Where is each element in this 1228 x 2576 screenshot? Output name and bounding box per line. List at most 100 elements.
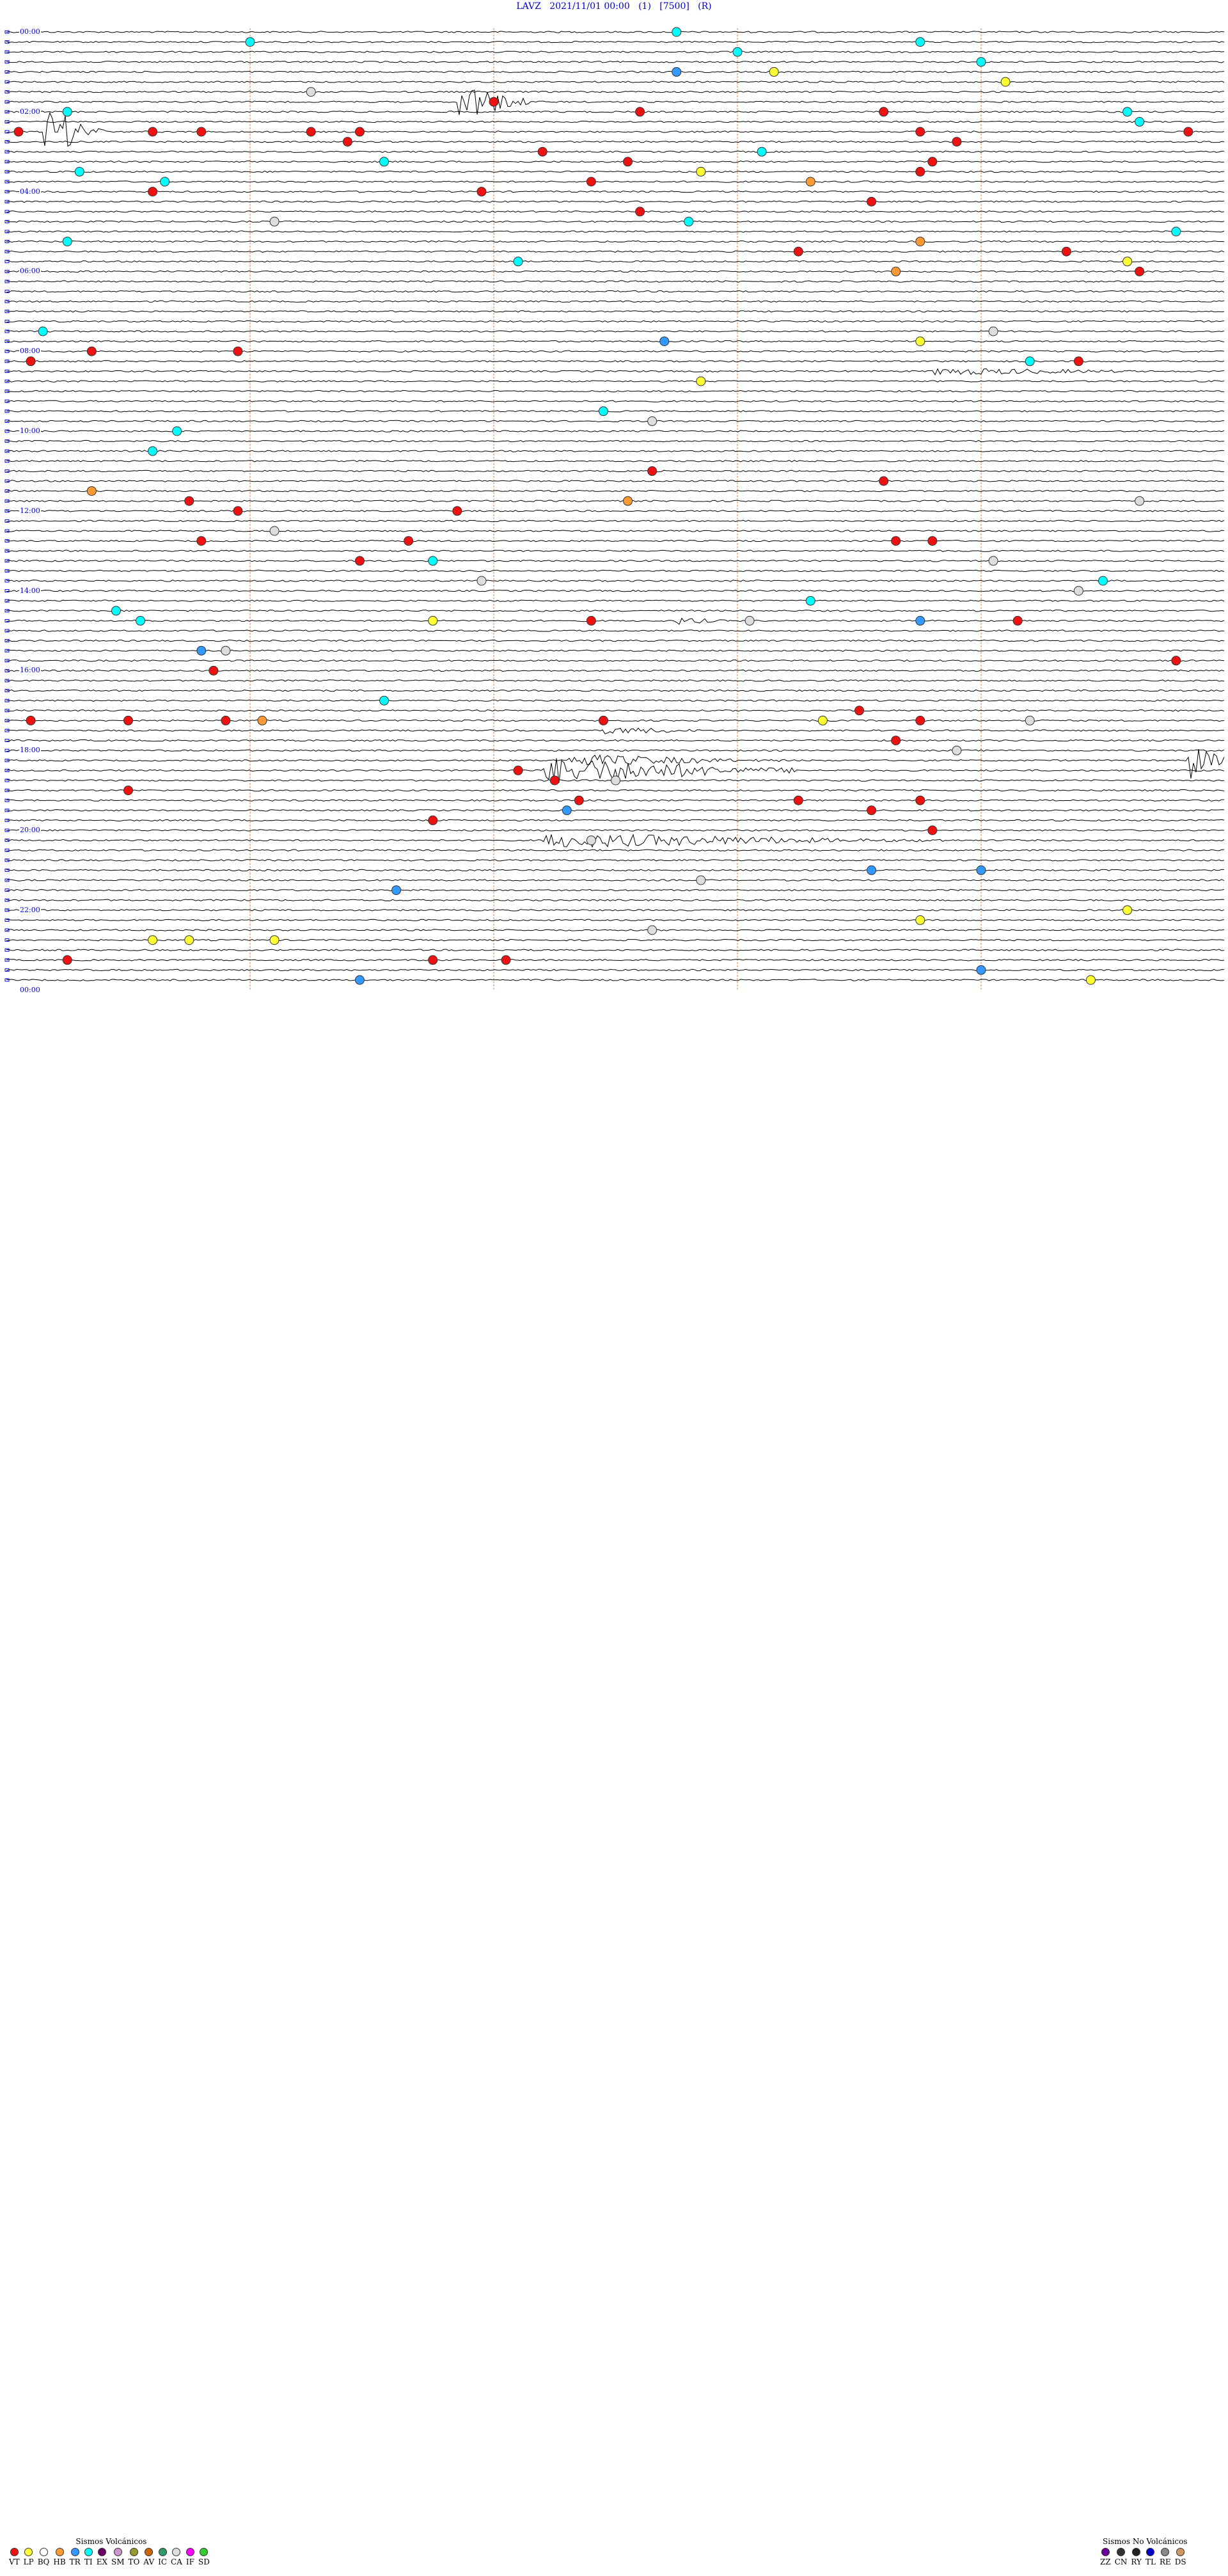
row-marker-23 <box>4 260 10 264</box>
row-marker-4 <box>4 70 10 74</box>
legend-item-sm: SM <box>111 2548 125 2566</box>
event-vt-36 <box>476 187 487 197</box>
event-ti-4 <box>976 57 986 67</box>
event-vt-49 <box>1135 266 1145 276</box>
trace-row-13 <box>6 161 1225 163</box>
event-lp-134 <box>1085 975 1096 985</box>
row-marker-9 <box>4 120 10 123</box>
row-marker-8 <box>4 110 10 114</box>
event-lp-7 <box>1000 77 1011 87</box>
trace-row-65 <box>6 679 1225 682</box>
row-marker-25 <box>4 280 10 283</box>
trace-row-40 <box>6 430 1225 432</box>
row-marker-91 <box>4 938 10 942</box>
row-marker-77 <box>4 798 10 802</box>
event-vt-77 <box>354 556 365 566</box>
legend-dot-ry <box>1132 2548 1141 2556</box>
event-lp-6 <box>769 67 779 77</box>
trace-row-90 <box>6 929 1225 931</box>
chart-title: LAVZ 2021/11/01 00:00 (1) [7500] (R) <box>516 1 712 12</box>
trace-row-87 <box>6 899 1225 901</box>
legend-dot-bq <box>39 2548 48 2556</box>
trace-row-22 <box>6 250 1225 253</box>
event-vt-111 <box>574 795 584 805</box>
row-marker-61 <box>4 639 10 643</box>
row-marker-71 <box>4 739 10 743</box>
row-marker-38 <box>4 409 10 413</box>
event-vt-103 <box>915 715 925 725</box>
row-marker-3 <box>4 60 10 64</box>
event-lp-127 <box>184 935 194 945</box>
trace-row-18 <box>6 210 1225 213</box>
event-ca-39 <box>269 216 279 226</box>
trace-row-82 <box>6 849 1225 851</box>
trace-row-74 <box>6 758 1225 783</box>
trace-row-41 <box>6 439 1225 443</box>
legend-item-ry: RY <box>1131 2548 1142 2566</box>
event-vt-108 <box>549 775 560 786</box>
legend-code-if: IF <box>185 2557 194 2566</box>
trace-row-77 <box>6 799 1224 802</box>
trace-row-30 <box>6 330 1225 333</box>
trace-row-55 <box>6 580 1225 582</box>
event-vt-44 <box>793 246 803 257</box>
trace-row-11 <box>6 140 1225 143</box>
event-tr-114 <box>562 805 572 816</box>
hour-label-2: 04:00 <box>19 187 41 196</box>
trace-row-15 <box>6 180 1225 183</box>
event-vt-112 <box>793 795 803 805</box>
row-marker-81 <box>4 839 10 842</box>
trace-row-32 <box>6 350 1225 352</box>
legend-dot-ex <box>97 2548 106 2556</box>
trace-row-38 <box>6 410 1225 413</box>
row-marker-63 <box>4 659 10 663</box>
legend-item-ca: CA <box>171 2548 182 2566</box>
row-marker-26 <box>4 290 10 294</box>
row-marker-92 <box>4 948 10 952</box>
event-vt-113 <box>915 795 925 805</box>
legend-dot-hb <box>55 2548 64 2556</box>
event-hb-66 <box>86 486 97 496</box>
trace-row-66 <box>6 689 1225 692</box>
event-ti-2 <box>915 37 925 47</box>
legend-item-bq: BQ <box>38 2548 49 2566</box>
trace-row-35 <box>6 380 1225 383</box>
event-ca-88 <box>744 615 755 626</box>
trace-row-9 <box>6 120 1225 123</box>
legend-dot-ic <box>158 2548 167 2556</box>
event-lp-102 <box>817 715 828 725</box>
row-marker-67 <box>4 699 10 702</box>
row-marker-58 <box>4 609 10 613</box>
legend-dot-ti <box>84 2548 93 2556</box>
event-hb-34 <box>805 177 815 187</box>
row-marker-45 <box>4 479 10 483</box>
hour-label-7: 14:00 <box>19 586 41 595</box>
trace-row-59 <box>6 617 1225 625</box>
row-marker-68 <box>4 709 10 713</box>
legend-code-ex: EX <box>96 2557 108 2566</box>
event-ti-1 <box>245 37 255 47</box>
trace-row-28 <box>6 310 1225 313</box>
event-ti-25 <box>757 146 767 157</box>
event-vt-18 <box>306 127 316 137</box>
legend-dot-re <box>1161 2548 1170 2556</box>
trace-row-61 <box>6 639 1225 642</box>
legend-code-vt: VT <box>9 2557 20 2566</box>
legend-dot-ca <box>172 2548 181 2556</box>
event-vt-16 <box>148 127 158 137</box>
event-vt-28 <box>927 157 938 167</box>
trace-row-39 <box>6 420 1225 423</box>
event-vt-27 <box>623 157 633 167</box>
event-ti-3 <box>732 47 743 57</box>
event-vt-21 <box>1183 127 1193 137</box>
legend-item-lp: LP <box>24 2548 34 2566</box>
legend-item-zz: ZZ <box>1100 2548 1111 2566</box>
event-vt-33 <box>586 177 596 187</box>
event-ti-95 <box>379 695 390 706</box>
trace-row-81 <box>6 834 1225 848</box>
row-marker-65 <box>4 679 10 683</box>
row-marker-80 <box>4 828 10 832</box>
legend-item-to: TO <box>129 2548 139 2566</box>
trace-row-71 <box>6 739 1225 742</box>
legend-item-ti: TI <box>84 2548 93 2566</box>
